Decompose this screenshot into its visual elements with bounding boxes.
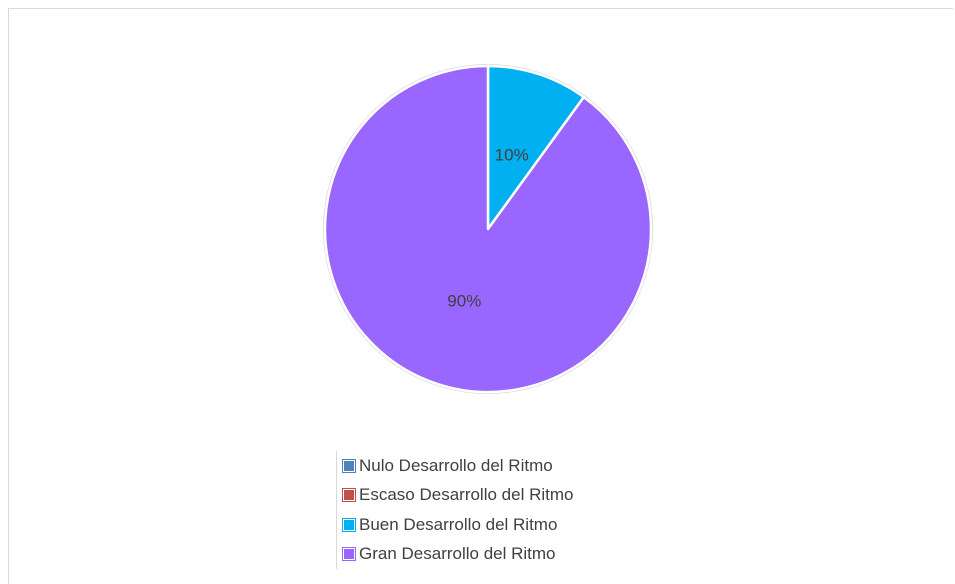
pie-slice-gran-desarrollo-del-ritmo <box>323 64 653 394</box>
data-label-gran-desarrollo-del-ritmo: 90% <box>447 291 481 310</box>
legend-label-escaso: Escaso Desarrollo del Ritmo <box>359 485 574 505</box>
legend-item-buen: Buen Desarrollo del Ritmo <box>337 510 573 540</box>
legend-swatch-escaso <box>342 488 356 503</box>
pie-slice-buen-desarrollo-del-ritmo <box>486 64 586 231</box>
legend-label-nulo: Nulo Desarrollo del Ritmo <box>359 455 553 475</box>
legend-swatch-buen <box>342 517 356 532</box>
legend: Nulo Desarrollo del Ritmo Escaso Desarro… <box>336 451 573 569</box>
legend-swatch-nulo <box>342 458 356 473</box>
pie-chart: 10% 90% <box>323 64 653 394</box>
legend-label-gran: Gran Desarrollo del Ritmo <box>359 544 556 564</box>
legend-item-gran: Gran Desarrollo del Ritmo <box>337 540 573 570</box>
legend-swatch-gran <box>342 547 356 562</box>
legend-item-escaso: Escaso Desarrollo del Ritmo <box>337 481 573 511</box>
legend-item-nulo: Nulo Desarrollo del Ritmo <box>337 451 573 481</box>
data-label-buen-desarrollo-del-ritmo: 10% <box>495 146 529 165</box>
legend-label-buen: Buen Desarrollo del Ritmo <box>359 514 558 534</box>
